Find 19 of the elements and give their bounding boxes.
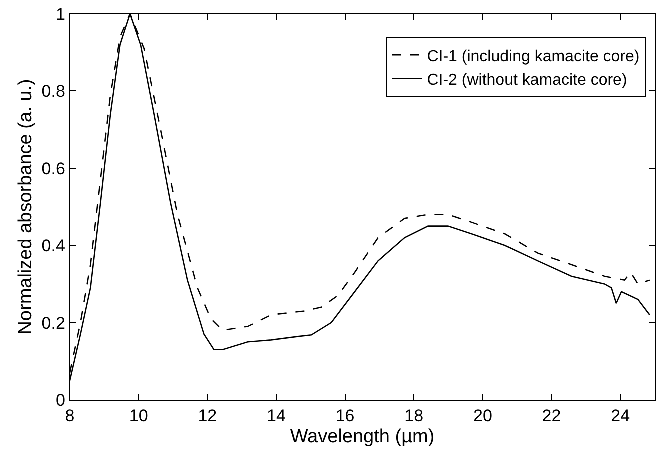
- x-tick-label: 22: [542, 406, 562, 426]
- x-tick-label: 18: [404, 406, 424, 426]
- legend-label: CI-2 (without kamacite core): [427, 72, 628, 90]
- x-tick-label: 16: [336, 406, 355, 426]
- x-tick-label: 24: [611, 406, 630, 426]
- y-tick-label: 0.4: [42, 236, 66, 256]
- x-tick-label: 20: [473, 406, 492, 426]
- x-tick-label: 10: [129, 406, 148, 426]
- y-tick-label: 0: [56, 390, 66, 410]
- x-tick-label: 8: [65, 406, 75, 426]
- legend-label: CI-1 (including kamacite core): [427, 48, 640, 66]
- y-tick-label: 0.6: [42, 159, 66, 178]
- y-axis-title: Normalized absorbance (a. u.): [16, 79, 37, 335]
- y-tick-label: 0.2: [42, 314, 66, 333]
- x-tick-label: 14: [267, 406, 286, 426]
- x-tick-label: 12: [198, 406, 218, 426]
- y-tick-label: 0.8: [42, 82, 66, 102]
- y-tick-label: 1: [56, 4, 66, 24]
- x-axis-title: Wavelength (µm): [290, 426, 435, 448]
